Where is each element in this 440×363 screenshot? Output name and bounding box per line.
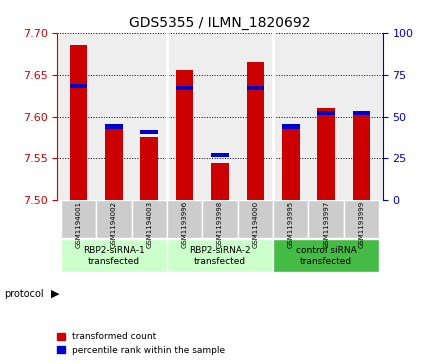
Bar bbox=[211, 153, 229, 157]
Text: RBP2-siRNA-2
transfected: RBP2-siRNA-2 transfected bbox=[189, 246, 251, 266]
Bar bbox=[353, 112, 370, 200]
Bar bbox=[61, 239, 167, 272]
Bar bbox=[353, 111, 370, 115]
Text: protocol: protocol bbox=[4, 289, 44, 299]
Text: GSM1193996: GSM1193996 bbox=[182, 201, 187, 248]
Bar bbox=[132, 200, 167, 238]
Bar bbox=[202, 200, 238, 238]
Bar bbox=[105, 129, 123, 200]
Bar bbox=[317, 111, 335, 115]
Bar bbox=[282, 129, 300, 200]
Bar bbox=[70, 84, 87, 89]
Bar bbox=[273, 200, 308, 238]
Bar bbox=[167, 239, 273, 272]
Text: GSM1193999: GSM1193999 bbox=[359, 201, 365, 248]
Text: RBP2-siRNA-1
transfected: RBP2-siRNA-1 transfected bbox=[83, 246, 145, 266]
Legend: transformed count, percentile rank within the sample: transformed count, percentile rank withi… bbox=[57, 333, 225, 355]
Bar bbox=[246, 86, 264, 90]
Bar bbox=[238, 200, 273, 238]
Bar bbox=[273, 239, 379, 272]
Bar bbox=[140, 130, 158, 134]
Text: GSM1194000: GSM1194000 bbox=[253, 201, 258, 248]
Text: GSM1193995: GSM1193995 bbox=[288, 201, 294, 248]
Text: GSM1194002: GSM1194002 bbox=[111, 201, 117, 248]
Text: control siRNA
transfected: control siRNA transfected bbox=[296, 246, 356, 266]
Bar bbox=[105, 125, 123, 129]
Bar bbox=[96, 200, 132, 238]
Text: GSM1193997: GSM1193997 bbox=[323, 201, 329, 248]
Bar bbox=[61, 200, 96, 238]
Text: GSM1193998: GSM1193998 bbox=[217, 201, 223, 248]
Bar bbox=[317, 108, 335, 200]
Bar bbox=[70, 45, 87, 200]
Bar bbox=[211, 163, 229, 200]
Bar bbox=[140, 138, 158, 200]
Text: GSM1194001: GSM1194001 bbox=[75, 201, 81, 248]
Bar bbox=[308, 200, 344, 238]
Title: GDS5355 / ILMN_1820692: GDS5355 / ILMN_1820692 bbox=[129, 16, 311, 30]
Bar bbox=[167, 200, 202, 238]
Bar bbox=[246, 62, 264, 200]
Bar bbox=[176, 86, 194, 90]
Text: ▶: ▶ bbox=[51, 289, 59, 299]
Bar bbox=[344, 200, 379, 238]
Text: GSM1194003: GSM1194003 bbox=[146, 201, 152, 248]
Bar bbox=[176, 70, 194, 200]
Bar bbox=[282, 125, 300, 129]
